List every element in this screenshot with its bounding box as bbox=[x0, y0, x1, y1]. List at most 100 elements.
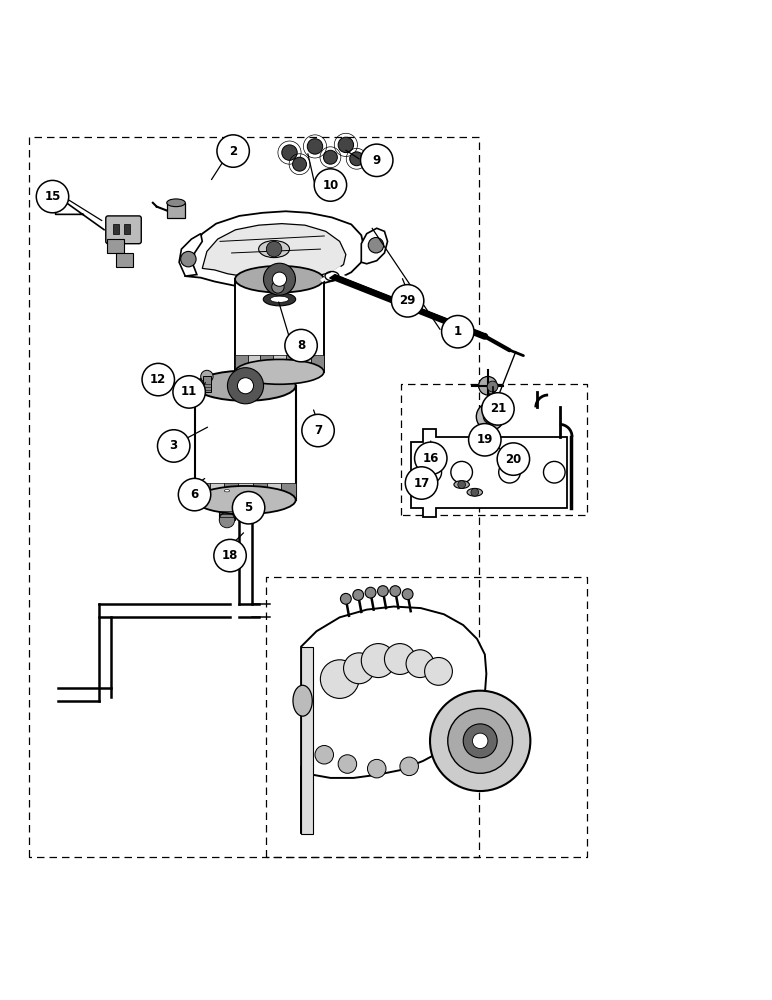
Circle shape bbox=[368, 238, 384, 253]
Circle shape bbox=[214, 539, 246, 572]
Circle shape bbox=[487, 381, 498, 392]
Circle shape bbox=[442, 315, 474, 348]
Text: 29: 29 bbox=[399, 294, 416, 307]
Ellipse shape bbox=[167, 199, 185, 207]
Circle shape bbox=[285, 329, 317, 362]
Circle shape bbox=[263, 263, 296, 295]
Polygon shape bbox=[185, 211, 364, 288]
Bar bbox=[267, 483, 281, 500]
Circle shape bbox=[173, 376, 205, 408]
Bar bbox=[210, 483, 224, 500]
Ellipse shape bbox=[182, 389, 188, 392]
Ellipse shape bbox=[467, 488, 482, 496]
Bar bbox=[273, 355, 286, 372]
Circle shape bbox=[390, 586, 401, 596]
Text: 2: 2 bbox=[229, 145, 237, 158]
Circle shape bbox=[430, 691, 530, 791]
Bar bbox=[116, 253, 133, 267]
Circle shape bbox=[451, 461, 472, 483]
Circle shape bbox=[340, 593, 351, 604]
Ellipse shape bbox=[195, 486, 296, 514]
Bar bbox=[281, 483, 296, 500]
Text: 1: 1 bbox=[454, 325, 462, 338]
Circle shape bbox=[272, 281, 284, 293]
Circle shape bbox=[338, 755, 357, 773]
Ellipse shape bbox=[179, 387, 191, 393]
Circle shape bbox=[384, 644, 415, 674]
Circle shape bbox=[365, 587, 376, 598]
Bar bbox=[286, 355, 299, 372]
Text: 11: 11 bbox=[181, 385, 198, 398]
Bar bbox=[235, 355, 248, 372]
Circle shape bbox=[400, 757, 418, 776]
Circle shape bbox=[448, 708, 513, 773]
Circle shape bbox=[142, 363, 174, 396]
Circle shape bbox=[238, 378, 253, 394]
Circle shape bbox=[402, 589, 413, 600]
Circle shape bbox=[420, 461, 442, 483]
Bar bbox=[235, 279, 323, 372]
Bar bbox=[299, 355, 311, 372]
Circle shape bbox=[391, 285, 424, 317]
Bar bbox=[239, 483, 252, 500]
Bar bbox=[195, 483, 210, 500]
Text: 19: 19 bbox=[476, 433, 493, 446]
Text: 10: 10 bbox=[322, 179, 339, 192]
Ellipse shape bbox=[293, 685, 312, 716]
Circle shape bbox=[302, 414, 334, 447]
Circle shape bbox=[463, 724, 497, 758]
Circle shape bbox=[314, 169, 347, 201]
Circle shape bbox=[228, 368, 263, 404]
Polygon shape bbox=[301, 647, 313, 834]
Bar bbox=[124, 224, 130, 234]
Bar bbox=[107, 239, 124, 253]
Ellipse shape bbox=[224, 490, 229, 492]
Circle shape bbox=[469, 424, 501, 456]
Polygon shape bbox=[202, 224, 346, 278]
Polygon shape bbox=[411, 429, 567, 517]
Circle shape bbox=[406, 650, 434, 678]
Bar bbox=[260, 355, 273, 372]
Ellipse shape bbox=[235, 266, 323, 293]
Circle shape bbox=[482, 393, 514, 425]
Circle shape bbox=[323, 150, 337, 164]
Bar bbox=[224, 483, 239, 500]
Bar bbox=[195, 386, 296, 500]
Ellipse shape bbox=[195, 371, 296, 401]
Bar bbox=[248, 355, 260, 372]
Circle shape bbox=[181, 251, 196, 267]
Circle shape bbox=[217, 135, 249, 167]
Circle shape bbox=[157, 430, 190, 462]
Bar bbox=[203, 376, 211, 392]
Circle shape bbox=[483, 410, 497, 424]
Bar bbox=[113, 224, 119, 234]
Circle shape bbox=[219, 512, 235, 528]
Circle shape bbox=[201, 370, 213, 383]
Polygon shape bbox=[179, 234, 202, 276]
Circle shape bbox=[307, 139, 323, 154]
Circle shape bbox=[338, 137, 354, 153]
Circle shape bbox=[497, 443, 530, 475]
Text: 9: 9 bbox=[373, 154, 381, 167]
Ellipse shape bbox=[222, 488, 232, 493]
Circle shape bbox=[344, 653, 374, 684]
Circle shape bbox=[273, 272, 286, 286]
Text: 21: 21 bbox=[489, 402, 506, 415]
Circle shape bbox=[476, 403, 504, 431]
Text: 12: 12 bbox=[150, 373, 167, 386]
Circle shape bbox=[471, 488, 479, 496]
Circle shape bbox=[353, 590, 364, 600]
Text: 5: 5 bbox=[245, 501, 252, 514]
Ellipse shape bbox=[235, 359, 323, 384]
Circle shape bbox=[315, 745, 334, 764]
Bar bbox=[219, 508, 235, 520]
Circle shape bbox=[499, 461, 520, 483]
Ellipse shape bbox=[259, 241, 290, 258]
Text: 3: 3 bbox=[170, 439, 178, 452]
Circle shape bbox=[425, 657, 452, 685]
Ellipse shape bbox=[270, 296, 289, 302]
Circle shape bbox=[293, 157, 306, 171]
Text: 8: 8 bbox=[297, 339, 305, 352]
Text: 16: 16 bbox=[422, 452, 439, 465]
Circle shape bbox=[232, 492, 265, 524]
